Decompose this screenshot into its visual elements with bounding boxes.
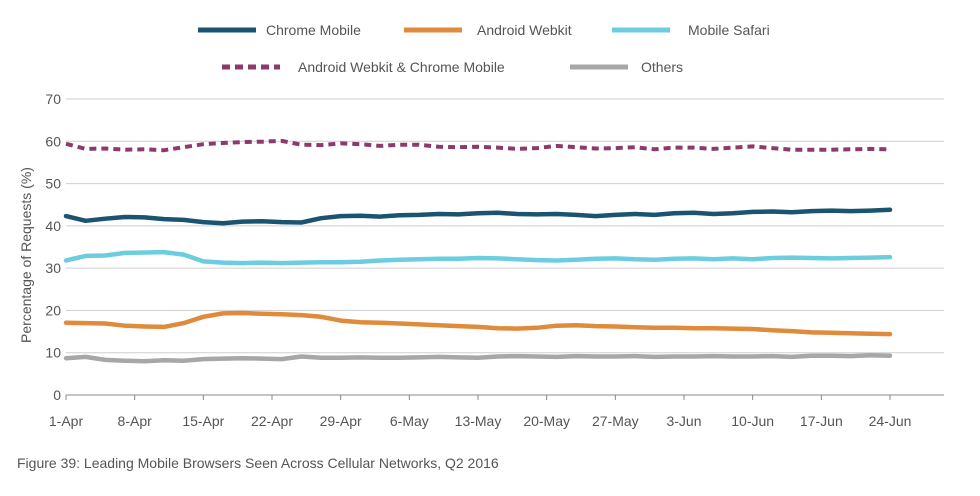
series-line-android-webkit-chrome-mobile [66,141,890,150]
legend-label: Others [641,59,683,75]
x-tick-label: 1-Apr [49,413,84,429]
x-tick-label: 29-Apr [320,413,362,429]
legend-label: Android Webkit & Chrome Mobile [298,59,505,75]
x-tick-label: 3-Jun [666,413,701,429]
y-tick-label: 10 [45,345,61,361]
x-tick-label: 17-Jun [800,413,843,429]
series-line-android-webkit [66,313,890,334]
series-line-chrome-mobile [66,210,890,224]
y-tick-label: 30 [45,260,61,276]
y-tick-label: 0 [53,387,61,403]
x-tick-label: 6-May [390,413,429,429]
legend-label: Android Webkit [477,22,572,38]
y-axis-ticks: 0 10 20 30 40 50 60 70 [45,91,61,403]
x-tick-label: 13-May [455,413,502,429]
legend-label: Chrome Mobile [266,22,361,38]
x-tick-label: 15-Apr [182,413,224,429]
x-tick-label: 8-Apr [118,413,153,429]
chart-series [66,141,890,361]
chart-legend: Chrome Mobile Android Webkit Mobile Safari… [198,22,770,75]
series-line-mobile-safari [66,252,890,263]
x-tick-label: 27-May [592,413,639,429]
legend-label: Mobile Safari [688,22,770,38]
x-tick-label: 22-Apr [251,413,293,429]
figure-caption: Figure 39: Leading Mobile Browsers Seen … [17,455,499,471]
series-line-others [66,355,890,361]
x-tick-label: 20-May [523,413,570,429]
y-tick-label: 50 [45,176,61,192]
y-tick-label: 70 [45,91,61,107]
y-tick-label: 20 [45,302,61,318]
y-tick-label: 40 [45,218,61,234]
x-tick-label: 24-Jun [869,413,912,429]
y-axis-label: Percentage of Requests (%) [18,167,34,343]
x-axis-ticks: 1-Apr 8-Apr 15-Apr 22-Apr 29-Apr 6-May 13-May 2… [49,395,912,429]
x-tick-label: 10-Jun [731,413,774,429]
y-tick-label: 60 [45,133,61,149]
